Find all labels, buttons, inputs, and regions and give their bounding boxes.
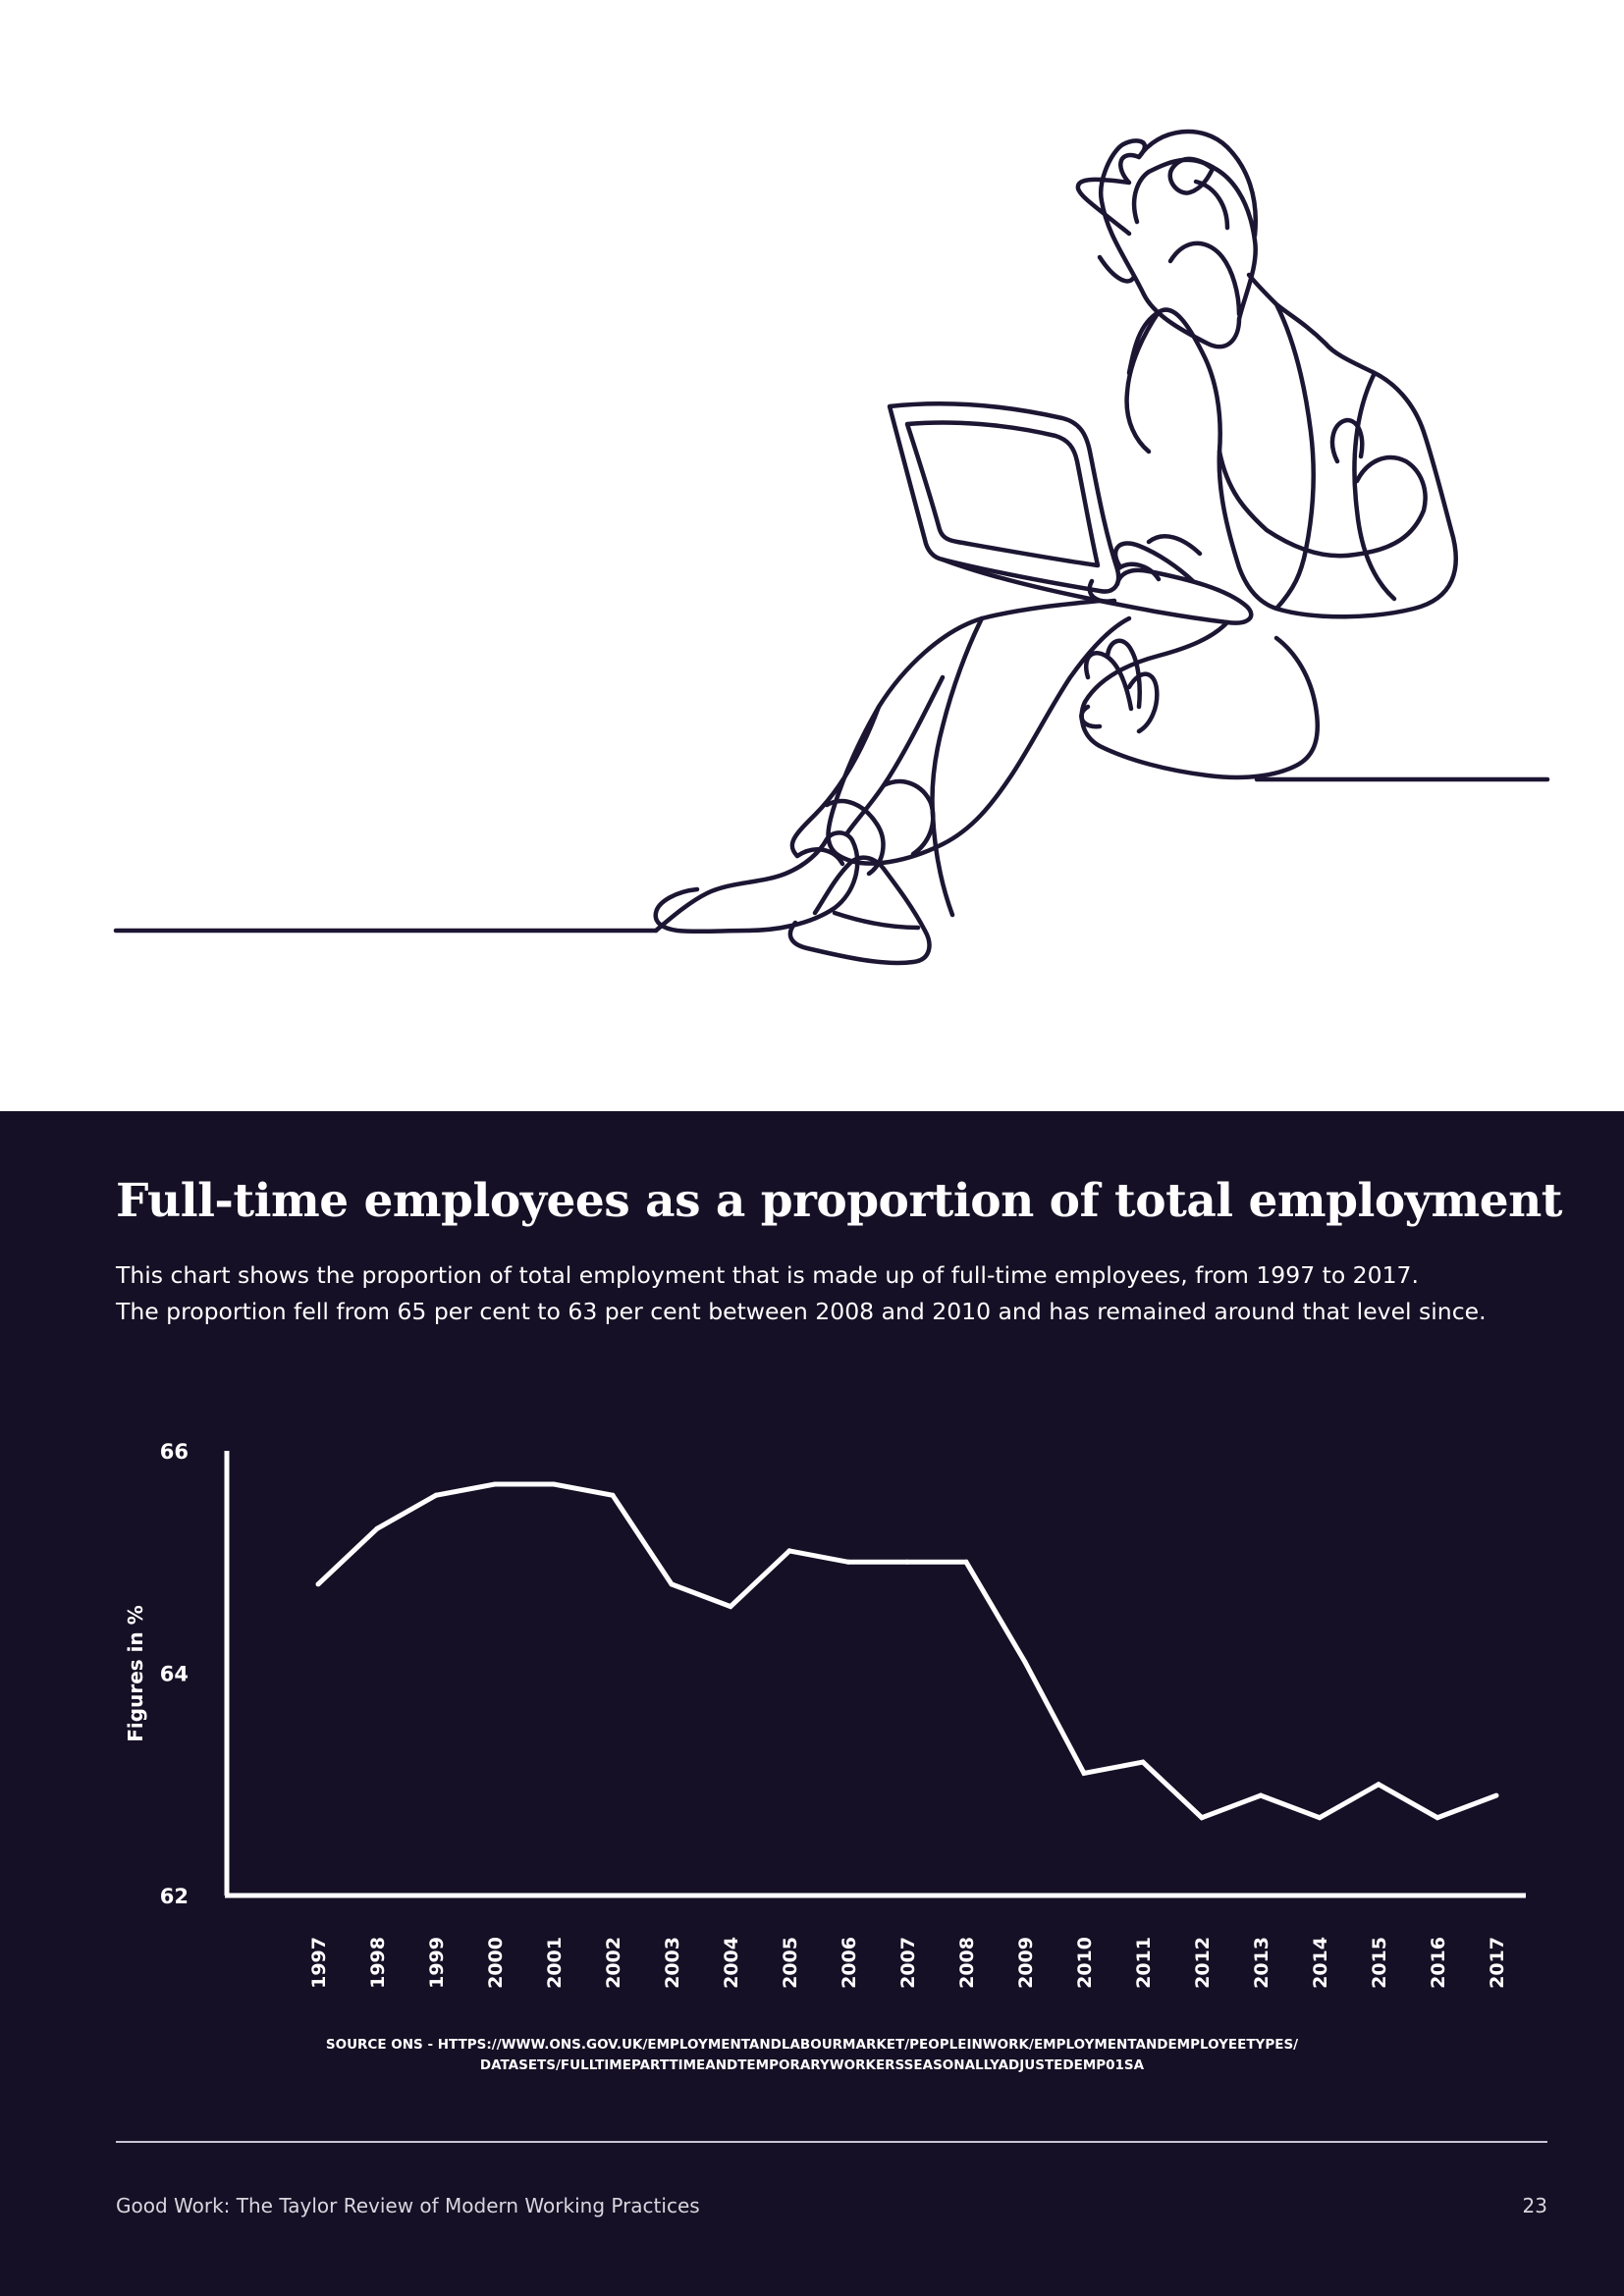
data-point bbox=[315, 1581, 321, 1587]
data-point bbox=[1258, 1792, 1264, 1798]
x-tick-label: 2001 bbox=[544, 1937, 566, 1989]
x-tick-label: 2012 bbox=[1192, 1937, 1214, 1989]
data-point bbox=[845, 1559, 851, 1565]
hair-curls bbox=[1136, 129, 1258, 239]
chart-description-line-2: The proportion fell from 65 per cent to … bbox=[116, 1298, 1487, 1325]
source-line-2: DATASETS/FULLTIMEPARTTIMEANDTEMPORARYWOR… bbox=[479, 2057, 1145, 2073]
chart-title: Full-time employees as a proportion of t… bbox=[116, 1174, 1563, 1228]
chart-panel bbox=[0, 1111, 1624, 2296]
data-point bbox=[1376, 1782, 1381, 1788]
y-tick-label: 62 bbox=[160, 1885, 189, 1908]
x-tick-label: 1997 bbox=[308, 1937, 330, 1989]
data-point bbox=[1317, 1815, 1323, 1821]
x-tick-label: 1999 bbox=[426, 1937, 448, 1989]
chart-tick-labels: 66 64 62 Figures in % 1997 1998 1999 2000 2001 20… bbox=[124, 1440, 1508, 1989]
x-tick-label: 2016 bbox=[1428, 1937, 1449, 1989]
x-tick-label: 2010 bbox=[1074, 1937, 1096, 1989]
data-point bbox=[669, 1581, 675, 1587]
laptop-base bbox=[940, 557, 1254, 625]
data-point bbox=[904, 1559, 910, 1565]
ankle-lines bbox=[794, 778, 936, 877]
chart-axes bbox=[224, 1451, 1526, 1898]
x-tick-label: 2003 bbox=[662, 1937, 683, 1989]
data-point bbox=[786, 1548, 792, 1554]
x-tick-label: 2015 bbox=[1369, 1937, 1390, 1989]
x-tick-label: 2002 bbox=[603, 1937, 624, 1989]
footer-document-title: Good Work: The Taylor Review of Modern W… bbox=[116, 2194, 700, 2217]
arm-outline bbox=[1124, 309, 1428, 559]
hands bbox=[1087, 533, 1203, 604]
x-tick-label: 2009 bbox=[1015, 1937, 1037, 1989]
x-tick-label: 2017 bbox=[1487, 1937, 1508, 1989]
x-tick-label: 2014 bbox=[1310, 1937, 1331, 1989]
y-tick-label: 66 bbox=[160, 1440, 189, 1464]
data-point bbox=[1199, 1815, 1205, 1821]
knee-hand bbox=[1079, 638, 1160, 734]
data-point bbox=[492, 1481, 498, 1487]
footer-divider bbox=[116, 2141, 1547, 2143]
shoe-right bbox=[787, 855, 932, 966]
leg-back bbox=[1079, 619, 1321, 780]
laptop-screen bbox=[887, 401, 1121, 594]
x-tick-label: 2011 bbox=[1133, 1937, 1155, 1989]
shoe-left bbox=[653, 830, 860, 934]
line-chart: 66 64 62 Figures in % 1997 1998 1999 2000 2001 20… bbox=[124, 1440, 1526, 1989]
x-tick-label: 2004 bbox=[721, 1937, 742, 1989]
source-line-1: SOURCE ONS - HTTPS://WWW.ONS.GOV.UK/EMPL… bbox=[325, 2037, 1299, 2053]
torso-outline bbox=[1126, 272, 1458, 619]
x-tick-label: 2013 bbox=[1251, 1937, 1272, 1989]
chart-series bbox=[315, 1481, 1499, 1821]
data-point bbox=[963, 1559, 969, 1565]
data-point bbox=[374, 1525, 380, 1531]
chart-description-line-1: This chart shows the proportion of total… bbox=[116, 1261, 1419, 1289]
x-tick-label: 2000 bbox=[485, 1937, 507, 1989]
data-point bbox=[1435, 1815, 1440, 1821]
data-point bbox=[1081, 1770, 1087, 1776]
data-point bbox=[1140, 1759, 1146, 1765]
head-outline bbox=[1075, 138, 1258, 349]
x-tick-label: 2006 bbox=[839, 1937, 860, 1989]
x-tick-label: 2007 bbox=[897, 1937, 919, 1989]
data-point bbox=[1493, 1792, 1499, 1798]
y-axis-label: Figures in % bbox=[124, 1605, 147, 1741]
x-tick-label: 2008 bbox=[956, 1937, 978, 1989]
person-with-laptop-illustration bbox=[113, 129, 1550, 966]
data-point bbox=[551, 1481, 557, 1487]
data-point bbox=[728, 1604, 733, 1610]
y-tick-label: 64 bbox=[160, 1663, 189, 1686]
x-tick-label: 1998 bbox=[367, 1937, 389, 1989]
series-line-0 bbox=[316, 1481, 1497, 1821]
shin-lines bbox=[789, 615, 985, 918]
data-point bbox=[610, 1492, 616, 1498]
x-tick-label: 2005 bbox=[780, 1937, 801, 1989]
data-point bbox=[1022, 1659, 1028, 1665]
page-number: 23 bbox=[1522, 2194, 1547, 2217]
data-source-note: SOURCE ONS - HTTPS://WWW.ONS.GOV.UK/EMPL… bbox=[0, 2035, 1624, 2076]
chart-description: This chart shows the proportion of total… bbox=[116, 1257, 1569, 1330]
data-point bbox=[433, 1492, 439, 1498]
